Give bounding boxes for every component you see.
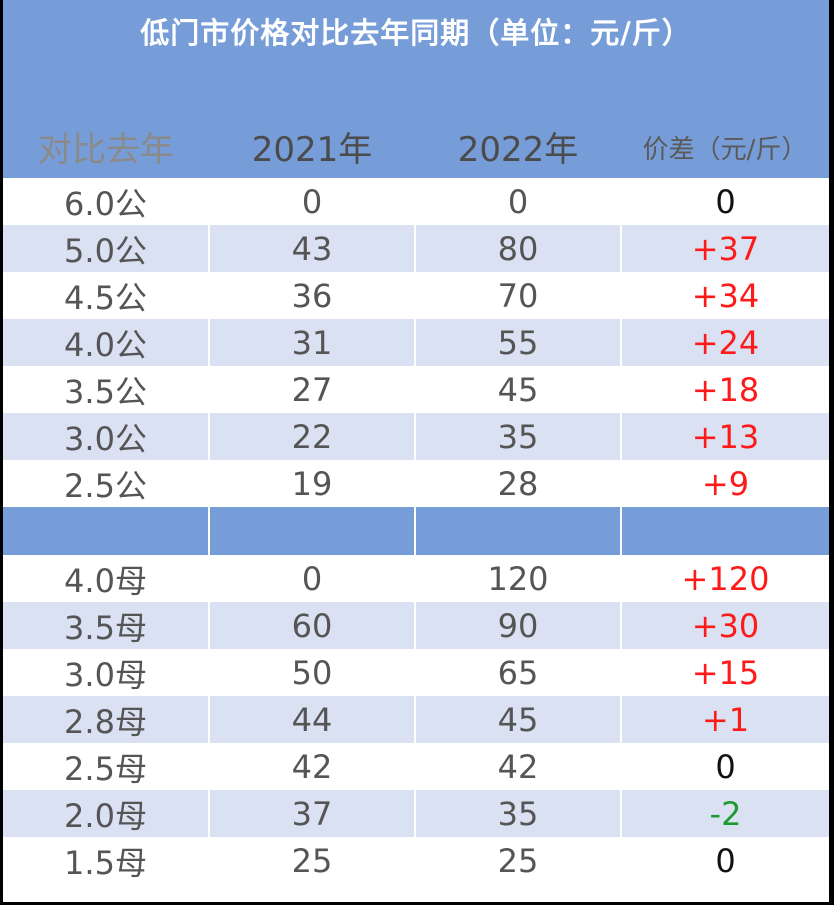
price-2022-cell: 42 <box>497 747 539 786</box>
price-diff-cell: +30 <box>622 602 829 649</box>
divider-cell <box>416 507 620 555</box>
price-2021-cell: 50 <box>291 653 333 692</box>
price-diff-cell: +18 <box>691 370 760 409</box>
table-row: 6.0公 0 0 0 <box>3 178 829 225</box>
price-2021-cell: 22 <box>210 413 414 460</box>
spec-cell: 1.5母 <box>64 843 147 882</box>
price-diff-cell: 0 <box>715 747 736 786</box>
price-2021-cell: 60 <box>210 602 414 649</box>
price-2022-cell: 0 <box>507 182 529 221</box>
table-row: 5.0公 43 80 +37 <box>3 225 829 272</box>
divider-cell <box>3 507 208 555</box>
price-2021-cell: 0 <box>301 182 323 221</box>
spec-cell: 2.8母 <box>3 696 208 743</box>
table-row: 3.5公 27 45 +18 <box>3 366 829 413</box>
table-header: 低门市价格对比去年同期（单位：元/斤） 对比去年 2021年 2022年 价差（… <box>3 0 829 178</box>
column-header-diff: 价差（元/斤） <box>642 135 808 165</box>
price-2021-cell: 37 <box>210 790 414 837</box>
column-header-2022: 2022年 <box>457 130 579 170</box>
price-diff-cell: +1 <box>622 696 829 743</box>
spec-cell: 2.5母 <box>64 749 147 788</box>
spec-cell: 5.0公 <box>3 225 208 272</box>
price-2021-cell: 42 <box>291 747 333 786</box>
price-2021-cell: 36 <box>291 276 333 315</box>
price-diff-cell: +15 <box>691 653 760 692</box>
table-row: 1.5母 25 25 0 <box>3 837 829 884</box>
price-2022-cell: 28 <box>497 464 539 503</box>
table-row: 2.5母 42 42 0 <box>3 743 829 790</box>
spec-cell: 4.0母 <box>64 561 147 600</box>
divider-cell <box>210 507 414 555</box>
price-diff-cell: +24 <box>622 319 829 366</box>
price-2022-cell: 45 <box>416 696 620 743</box>
table-row: 4.5公 36 70 +34 <box>3 272 829 319</box>
spec-cell: 3.0公 <box>3 413 208 460</box>
spec-cell: 4.0公 <box>3 319 208 366</box>
price-2022-cell: 25 <box>497 841 539 880</box>
spec-cell: 4.5公 <box>64 278 147 317</box>
spec-cell: 2.0母 <box>3 790 208 837</box>
price-2021-cell: 44 <box>210 696 414 743</box>
price-2022-cell: 90 <box>416 602 620 649</box>
table-row: 4.0母 0 120 +120 <box>3 555 829 602</box>
price-2022-cell: 35 <box>416 790 620 837</box>
price-2021-cell: 19 <box>291 464 333 503</box>
price-2022-cell: 120 <box>487 559 549 598</box>
column-header-spec: 对比去年 <box>38 130 174 170</box>
price-2022-cell: 45 <box>497 370 539 409</box>
section-divider-row <box>3 507 829 555</box>
table-row: 2.5公 19 28 +9 <box>3 460 829 507</box>
price-2021-cell: 0 <box>301 559 323 598</box>
table-row: 2.0母 37 35 -2 <box>3 790 829 837</box>
price-2022-cell: 55 <box>416 319 620 366</box>
price-2022-cell: 35 <box>416 413 620 460</box>
price-diff-cell: +9 <box>701 464 750 503</box>
table-row: 2.8母 44 45 +1 <box>3 696 829 743</box>
spec-cell: 3.5母 <box>3 602 208 649</box>
price-diff-cell: +37 <box>622 225 829 272</box>
table-row: 3.0母 50 65 +15 <box>3 649 829 696</box>
price-diff-cell: +13 <box>622 413 829 460</box>
price-diff-cell: +120 <box>681 559 770 598</box>
price-2021-cell: 31 <box>210 319 414 366</box>
table-row: 4.0公 31 55 +24 <box>3 319 829 366</box>
price-2021-cell: 43 <box>210 225 414 272</box>
spec-cell: 3.5公 <box>64 372 147 411</box>
spec-cell: 2.5公 <box>64 466 147 505</box>
table-row: 3.0公 22 35 +13 <box>3 413 829 460</box>
spec-cell: 6.0公 <box>64 184 147 223</box>
divider-cell <box>622 507 829 555</box>
price-table: 低门市价格对比去年同期（单位：元/斤） 对比去年 2021年 2022年 价差（… <box>3 0 829 902</box>
spec-cell: 3.0母 <box>64 655 147 694</box>
price-diff-cell: -2 <box>622 790 829 837</box>
price-diff-cell: +34 <box>691 276 760 315</box>
column-header-2021: 2021年 <box>251 130 373 170</box>
table-row: 3.5母 60 90 +30 <box>3 602 829 649</box>
price-2022-cell: 70 <box>497 276 539 315</box>
price-diff-cell: 0 <box>715 841 736 880</box>
table-title: 低门市价格对比去年同期（单位：元/斤） <box>140 16 692 50</box>
price-diff-cell: 0 <box>715 182 736 221</box>
price-2021-cell: 25 <box>291 841 333 880</box>
price-2022-cell: 65 <box>497 653 539 692</box>
price-2022-cell: 80 <box>416 225 620 272</box>
table-body: 6.0公 0 0 0 5.0公 43 80 +37 4.5公 36 70 +34… <box>3 178 829 884</box>
price-2021-cell: 27 <box>291 370 333 409</box>
